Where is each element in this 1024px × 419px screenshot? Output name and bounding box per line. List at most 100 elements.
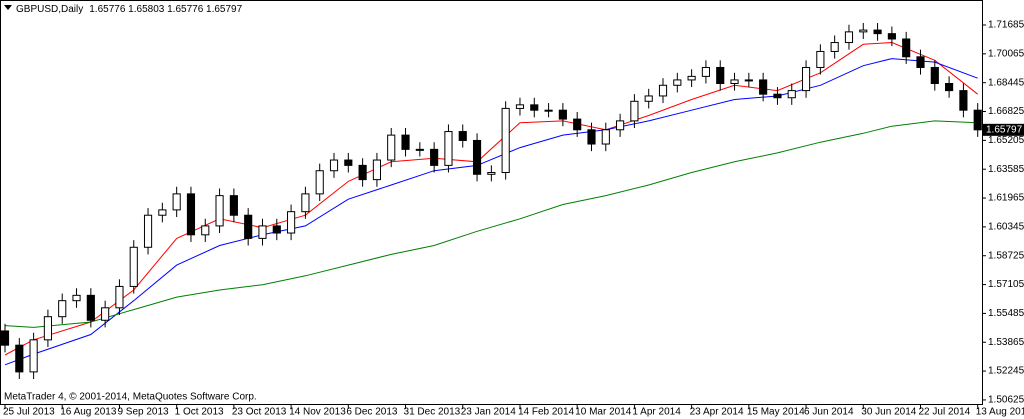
candle-body bbox=[430, 148, 439, 166]
candle-body bbox=[387, 134, 396, 161]
candle-body bbox=[716, 66, 725, 84]
chart-title: GBPUSD,Daily bbox=[16, 4, 83, 15]
moving-average-line bbox=[4, 58, 978, 366]
candle-body bbox=[959, 90, 968, 111]
y-tick-label: 1.68445 bbox=[988, 77, 1024, 88]
x-tick-label: 13 Aug 2014 bbox=[976, 407, 1024, 418]
candle-body bbox=[244, 214, 253, 239]
candle-body bbox=[558, 109, 567, 120]
candle-body bbox=[143, 214, 153, 248]
candle-body bbox=[801, 66, 811, 92]
moving-average-line bbox=[4, 41, 979, 356]
candle-body bbox=[258, 225, 267, 239]
x-tick-label: 9 Sep 2013 bbox=[117, 407, 169, 418]
y-tick-label: 1.52245 bbox=[988, 366, 1024, 377]
candle-body bbox=[201, 225, 210, 236]
candle-body bbox=[544, 109, 553, 112]
candle-body bbox=[887, 33, 896, 40]
candle-body bbox=[58, 300, 67, 318]
candle-body bbox=[930, 66, 939, 84]
candle-body bbox=[15, 344, 24, 373]
candle-body bbox=[329, 159, 339, 172]
candle-body bbox=[29, 339, 38, 373]
candle-body bbox=[101, 307, 110, 321]
candle-body bbox=[673, 79, 682, 86]
y-tick-label: 1.50625 bbox=[988, 395, 1024, 406]
candle-body bbox=[115, 285, 124, 309]
x-tick-label: 23 Oct 2013 bbox=[232, 407, 287, 418]
y-tick-label: 1.58725 bbox=[988, 250, 1024, 261]
x-tick-label: 22 Jul 2014 bbox=[918, 407, 970, 418]
candle-body bbox=[301, 193, 310, 213]
y-tick-label: 1.65205 bbox=[988, 135, 1024, 146]
y-tick-label: 1.60345 bbox=[988, 222, 1024, 233]
x-tick-label: 6 Jun 2014 bbox=[804, 407, 854, 418]
y-tick-label: 1.53865 bbox=[988, 337, 1024, 348]
current-price-box bbox=[983, 123, 1024, 136]
candle-body bbox=[458, 131, 467, 141]
x-tick-label: 23 Apr 2014 bbox=[690, 407, 744, 418]
candle-body bbox=[759, 79, 768, 95]
candle-body bbox=[587, 129, 596, 145]
candle-body bbox=[129, 246, 138, 287]
y-tick-label: 1.71685 bbox=[988, 20, 1024, 31]
candle-body bbox=[902, 38, 911, 58]
candle-body bbox=[573, 118, 582, 131]
y-tick-label: 1.63585 bbox=[988, 164, 1024, 175]
candle-body bbox=[401, 134, 410, 150]
candle-body bbox=[773, 93, 782, 99]
y-tick-label: 1.66825 bbox=[988, 106, 1024, 117]
candle-body bbox=[272, 225, 281, 234]
x-tick-label: 14 Nov 2013 bbox=[289, 407, 346, 418]
candle-body bbox=[945, 82, 954, 92]
chart-subtitle: 1.65776 1.65803 1.65776 1.65797 bbox=[89, 4, 242, 15]
x-tick-label: 15 May 2014 bbox=[747, 407, 805, 418]
candle-body bbox=[72, 294, 81, 302]
candle-body bbox=[787, 90, 796, 99]
candle-body bbox=[487, 172, 496, 175]
candle-body bbox=[730, 79, 739, 84]
candle-body bbox=[744, 79, 753, 82]
candle-body bbox=[916, 56, 925, 68]
y-tick-label: 1.70065 bbox=[988, 48, 1024, 59]
moving-average-line bbox=[4, 120, 978, 328]
x-tick-label: 1 Apr 2014 bbox=[632, 407, 681, 418]
candle-body bbox=[172, 193, 181, 211]
candle-body bbox=[501, 107, 510, 174]
candle-body bbox=[0, 330, 10, 346]
candle-body bbox=[287, 211, 296, 234]
candle-body bbox=[372, 159, 381, 181]
candle-body bbox=[530, 104, 539, 111]
candle-body bbox=[158, 209, 167, 216]
candle-body bbox=[601, 129, 610, 145]
plot-frame bbox=[0, 0, 983, 405]
x-tick-label: 1 Oct 2013 bbox=[175, 407, 224, 418]
candle-body bbox=[701, 66, 711, 77]
candle-body bbox=[816, 50, 825, 68]
candle-body bbox=[873, 29, 882, 35]
candle-body bbox=[658, 84, 668, 97]
candle-body bbox=[86, 294, 95, 321]
candle-body bbox=[472, 139, 482, 175]
plot-area bbox=[0, 22, 982, 380]
candle-body bbox=[859, 29, 868, 33]
candle-body bbox=[844, 31, 854, 44]
x-tick-label: 31 Dec 2013 bbox=[404, 407, 461, 418]
candle-body bbox=[687, 75, 696, 81]
x-tick-label: 30 Jun 2014 bbox=[861, 407, 916, 418]
current-price-label: 1.65797 bbox=[986, 124, 1023, 135]
candle-body bbox=[315, 170, 324, 195]
candle-body bbox=[43, 316, 52, 341]
candle-body bbox=[186, 193, 196, 236]
x-tick-label: 25 Jul 2013 bbox=[3, 407, 55, 418]
candle-body bbox=[515, 104, 525, 109]
x-tick-label: 10 Mar 2014 bbox=[575, 407, 632, 418]
candle-body bbox=[344, 159, 353, 166]
candle-body bbox=[415, 148, 424, 151]
candle-body bbox=[644, 95, 653, 102]
copyright-annotation: MetaTrader 4, © 2001-2014, MetaQuotes So… bbox=[4, 392, 257, 403]
symbol-menu-icon bbox=[4, 5, 12, 10]
candle-body bbox=[973, 109, 982, 131]
candle-body bbox=[630, 100, 639, 122]
